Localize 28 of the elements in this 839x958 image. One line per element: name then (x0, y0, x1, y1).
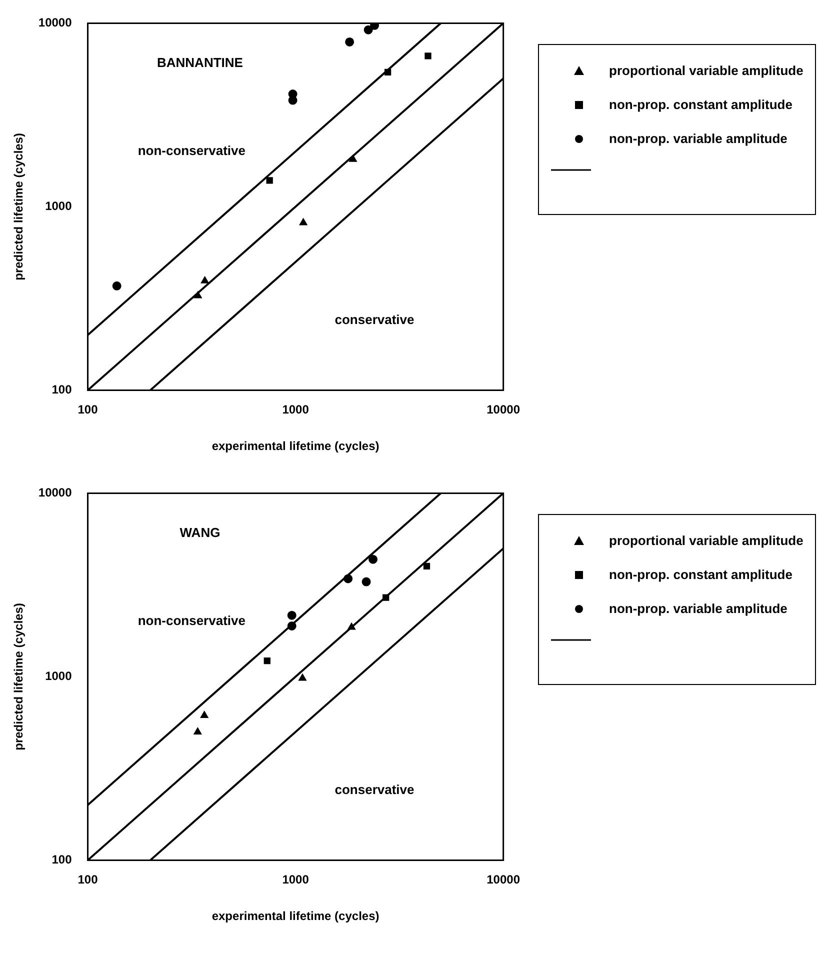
x-axis-title: experimental lifetime (cycles) (212, 439, 380, 454)
annotation: BANNANTINE (156, 55, 244, 70)
y-tick-label: 1000 (45, 199, 72, 214)
y-tick-label: 100 (52, 382, 72, 397)
x-tick-label: 10000 (486, 402, 520, 417)
x-tick-label: 10000 (486, 872, 520, 887)
annotation: WANG (180, 525, 220, 540)
legend-label: non-prop. constant amplitude (609, 567, 794, 583)
annotation: non-conservative (138, 613, 246, 628)
legend-label: proportional variable amplitude (609, 533, 804, 549)
y-tick-label: 100 (52, 852, 72, 867)
annotation: conservative (334, 312, 414, 328)
legend-label: non-prop. variable amplitude (609, 131, 788, 147)
annotation: conservative (334, 782, 414, 798)
annotation: non-conservative (138, 143, 246, 158)
legend-label: non-prop. variable amplitude (609, 601, 788, 617)
x-axis-title: experimental lifetime (cycles) (212, 909, 380, 924)
y-axis-title: predicted lifetime (cycles) (12, 133, 26, 280)
x-tick-label: 1000 (282, 872, 310, 887)
y-tick-label: 1000 (45, 669, 72, 684)
y-axis-title: predicted lifetime (cycles) (12, 603, 26, 750)
y-tick-label: 10000 (38, 486, 72, 500)
legend-label: proportional variable amplitude (609, 63, 804, 79)
x-tick-label: 100 (78, 872, 98, 887)
x-tick-label: 1000 (282, 402, 310, 417)
y-tick-label: 10000 (38, 16, 72, 30)
legend-label: non-prop. constant amplitude (609, 97, 794, 113)
x-tick-label: 100 (78, 402, 98, 417)
